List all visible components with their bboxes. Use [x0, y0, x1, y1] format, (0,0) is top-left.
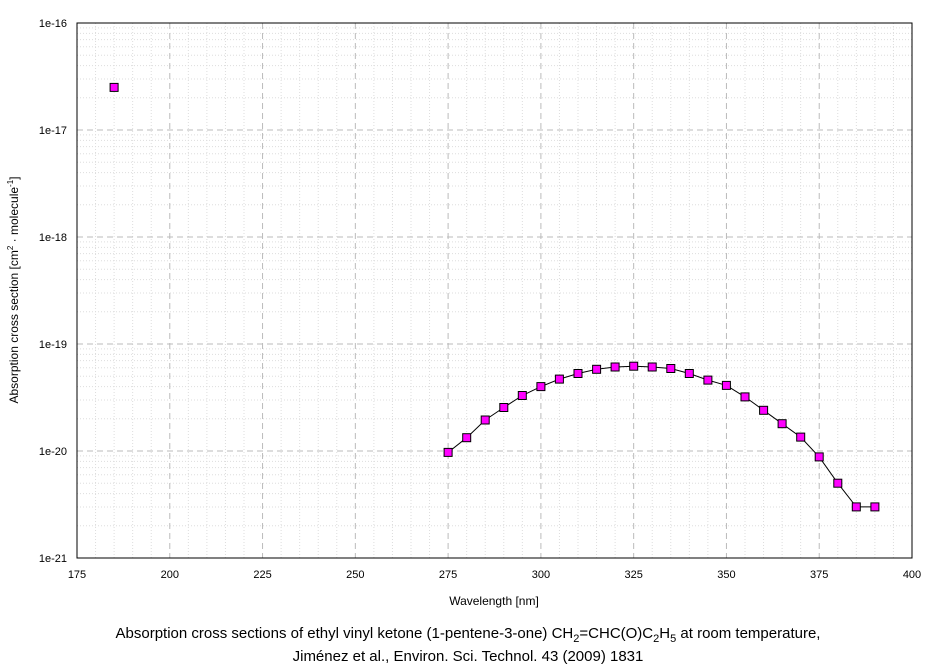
data-point	[759, 405, 769, 415]
y-tick-label: 1e-18	[39, 232, 67, 244]
caption-part-1: Absorption cross sections of ethyl vinyl…	[115, 625, 574, 642]
data-point	[610, 362, 620, 372]
y-tick-label: 1e-20	[39, 446, 67, 458]
data-point	[517, 391, 527, 400]
data-point	[480, 415, 490, 425]
x-tick-label: 350	[717, 569, 735, 581]
y-tick-label: 1e-19	[39, 339, 67, 351]
data-point	[833, 478, 843, 488]
y-axis-title-part-1: Absorption cross section [cm	[7, 250, 21, 403]
caption-line-1: Absorption cross sections of ethyl vinyl…	[0, 625, 936, 645]
data-point	[721, 380, 731, 390]
x-tick-label: 400	[903, 569, 921, 581]
data-point	[851, 502, 861, 512]
x-tick-label: 300	[532, 569, 550, 581]
data-point	[573, 369, 583, 378]
data-point	[536, 382, 546, 392]
x-axis-title: Wavelength [nm]	[449, 594, 539, 608]
x-tick-label: 325	[624, 569, 642, 581]
y-tick-label: 1e-21	[39, 553, 67, 565]
caption-part-3: H	[659, 625, 671, 642]
x-tick-labels: 175 200 225 250 275 300 325 350 375 400	[68, 569, 921, 581]
caption-sub-2: 2	[653, 633, 660, 645]
x-tick-label: 175	[68, 569, 86, 581]
chart: 175 200 225 250 275 300 325 350 375 400 1e-211e-2…	[6, 18, 921, 608]
data-point	[592, 364, 602, 374]
caption-line-2: Jiménez et al., Environ. Sci. Technol. 4…	[292, 648, 644, 665]
x-tick-label: 250	[346, 569, 364, 581]
data-point	[109, 82, 119, 92]
data-point	[740, 392, 750, 402]
plot-border	[76, 22, 913, 559]
data-point	[443, 447, 453, 457]
y-axis-title-sup-2: -1	[6, 179, 15, 187]
x-tick-label: 275	[439, 569, 457, 581]
data-point	[647, 362, 657, 372]
data-point	[870, 502, 880, 512]
data-point	[462, 433, 472, 443]
caption-sub-3: 5	[670, 633, 677, 645]
y-axis-title-sup-1: 2	[6, 245, 15, 250]
data-point	[666, 364, 676, 373]
y-axis-title-part-3: ]	[7, 176, 21, 179]
y-tick-label: 1e-16	[39, 18, 67, 30]
plot-area	[77, 23, 912, 558]
series	[109, 82, 880, 512]
data-point	[796, 432, 806, 442]
caption-sub-1: 2	[573, 633, 580, 645]
data-point	[629, 361, 639, 371]
caption-part-2: =CHC(O)C	[579, 625, 654, 642]
x-tick-label: 375	[810, 569, 828, 581]
data-point	[777, 419, 787, 429]
grid	[77, 23, 912, 558]
data-point	[499, 403, 509, 412]
data-point	[814, 452, 824, 462]
y-tick-labels: 1e-21 1e-20 1e-19 1e-18 1e-17 1e-16	[39, 18, 67, 565]
y-tick-label: 1e-17	[39, 125, 67, 137]
x-tick-label: 200	[161, 569, 179, 581]
x-tick-label: 225	[253, 569, 271, 581]
data-point	[684, 369, 694, 378]
y-axis-title: Absorption cross section [cm2 · molecule…	[6, 176, 21, 403]
data-point	[554, 374, 564, 384]
y-axis-title-part-2: · molecule	[7, 187, 21, 246]
caption-part-4: at room temperature,	[676, 625, 821, 642]
data-point	[703, 375, 713, 385]
